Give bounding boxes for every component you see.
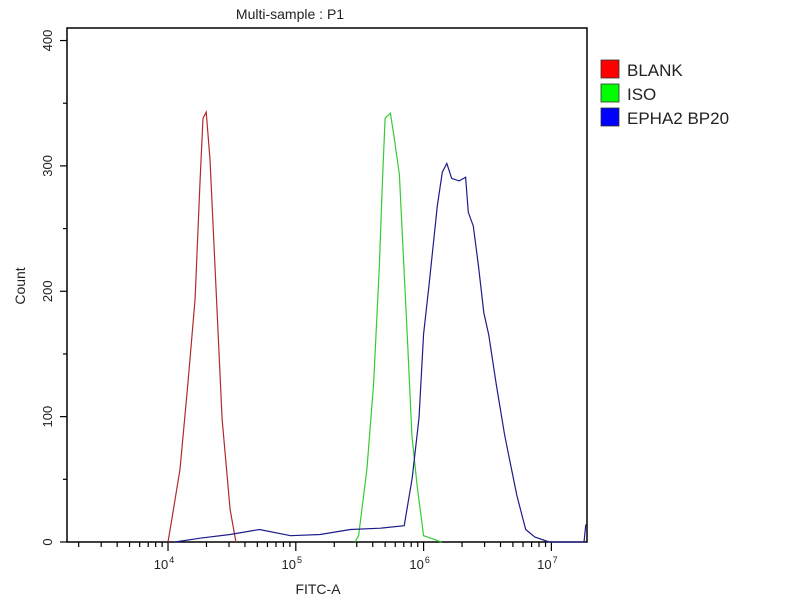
- y-tick-label: 0: [40, 538, 55, 545]
- y-tick-label: 400: [40, 30, 55, 52]
- series-blank: [167, 109, 237, 543]
- chart-title: Multi-sample : P1: [236, 6, 344, 22]
- x-axis-label: FITC-A: [295, 581, 341, 597]
- legend-swatch: [600, 107, 620, 127]
- x-tick-label: 106: [409, 555, 429, 572]
- x-tick-exponent: 5: [297, 555, 302, 565]
- x-tick-exponent: 7: [553, 555, 558, 565]
- legend-swatch: [600, 83, 620, 103]
- legend-label: BLANK: [627, 61, 683, 80]
- y-tick-label: 100: [40, 406, 55, 428]
- y-tick-label: 300: [40, 155, 55, 177]
- x-tick-label: 107: [537, 555, 557, 572]
- plot-frame: [66, 27, 588, 543]
- series-iso: [354, 111, 442, 543]
- y-axis-label: Count: [12, 267, 28, 304]
- plot-curves: [167, 109, 587, 543]
- x-tick-label: 104: [154, 555, 174, 572]
- x-tick-exponent: 4: [169, 555, 174, 565]
- y-tick-label: 200: [40, 280, 55, 302]
- x-tick-exponent: 6: [425, 555, 430, 565]
- legend-label: ISO: [627, 85, 656, 104]
- x-tick-label: 105: [282, 555, 302, 572]
- series-epha2-bp20: [174, 161, 587, 543]
- legend-swatch: [600, 59, 620, 79]
- legend: BLANK ISO EPHA2 BP20: [600, 59, 729, 128]
- legend-label: EPHA2 BP20: [627, 109, 729, 128]
- axes: 0 100 200 300 400 104 105 106 107: [40, 27, 588, 572]
